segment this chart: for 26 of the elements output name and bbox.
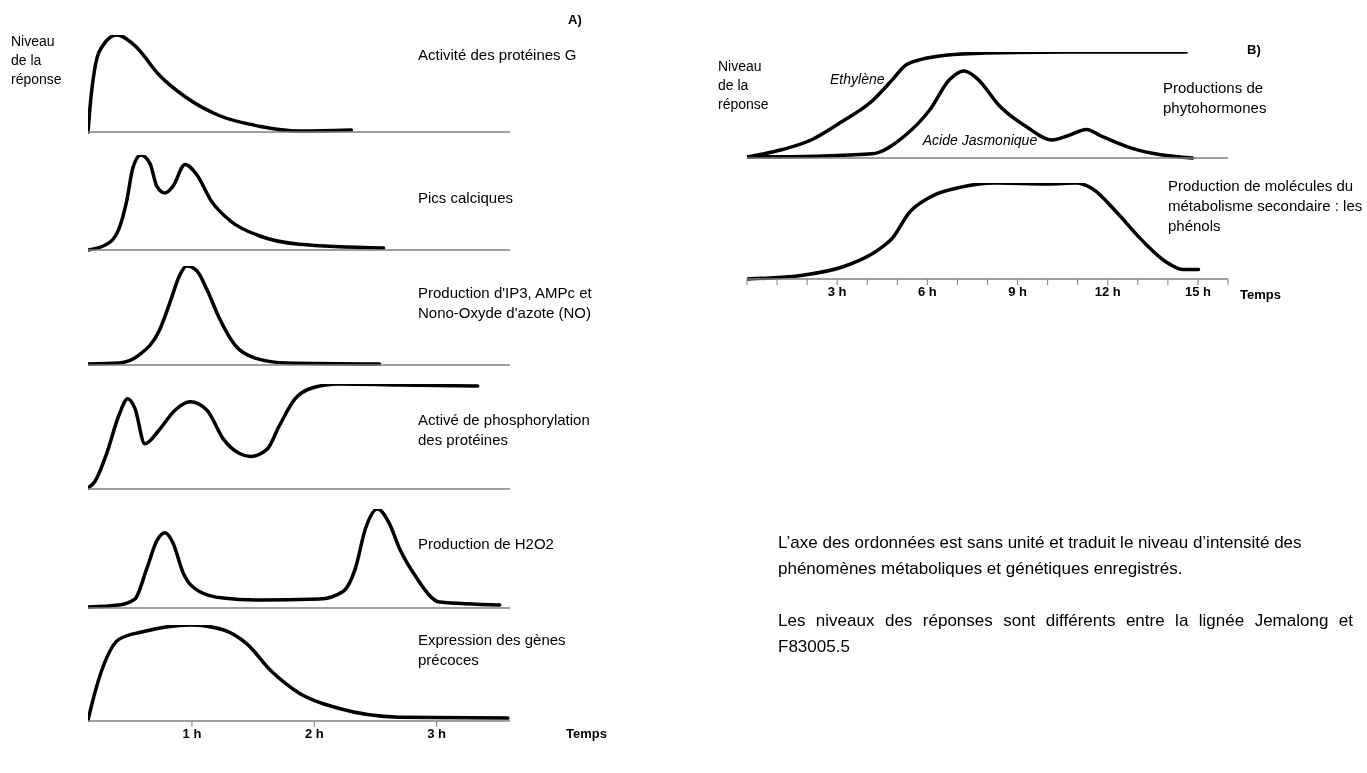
x-tick-label: 2 h bbox=[304, 726, 324, 742]
y-axis-title: Niveau de la réponse bbox=[718, 57, 770, 114]
series-label: Ethylène bbox=[830, 70, 885, 87]
text: A) bbox=[568, 12, 583, 28]
text: Production de H2O2 bbox=[418, 534, 555, 554]
x-tick-label: 1 h bbox=[182, 726, 202, 742]
text: L’axe des ordonnées est sans unité et traduit le niveau d’intensité des phénomènes métaboliques et génétiques enregistrés. bbox=[778, 532, 1303, 580]
text: Production d'IP3, AMPc et Nono-Oxyde d'azote (NO) bbox=[418, 283, 593, 323]
x-tick-label: 3 h bbox=[427, 726, 447, 742]
y-axis-title: Niveau de la réponse bbox=[11, 32, 63, 89]
text: Production de molécules du métabolisme secondaire : les phénols bbox=[1168, 176, 1364, 236]
x-axis-title: Temps bbox=[1240, 287, 1281, 302]
text: B) bbox=[1247, 42, 1262, 58]
x-axis-title: Temps bbox=[566, 726, 607, 741]
x-tick-label: 3 h bbox=[827, 284, 847, 300]
text: Expression des gènes précoces bbox=[418, 630, 567, 670]
x-tick-label: 6 h bbox=[917, 284, 937, 300]
x-tick-label: 9 h bbox=[1008, 284, 1028, 300]
text: Activé de phosphorylation des protéines bbox=[418, 410, 591, 450]
x-tick-label: 12 h bbox=[1094, 284, 1121, 300]
text: Activité des protéines G bbox=[418, 45, 578, 65]
text: Productions de phytohormones bbox=[1163, 78, 1268, 118]
text: Les niveaux des réponses sont différents entre la lignée Jemalong et F83005.5 bbox=[778, 610, 1353, 658]
text: Pics calciques bbox=[418, 188, 515, 208]
x-tick-label: 15 h bbox=[1184, 284, 1211, 300]
series-label: Acide Jasmonique bbox=[921, 132, 1038, 149]
